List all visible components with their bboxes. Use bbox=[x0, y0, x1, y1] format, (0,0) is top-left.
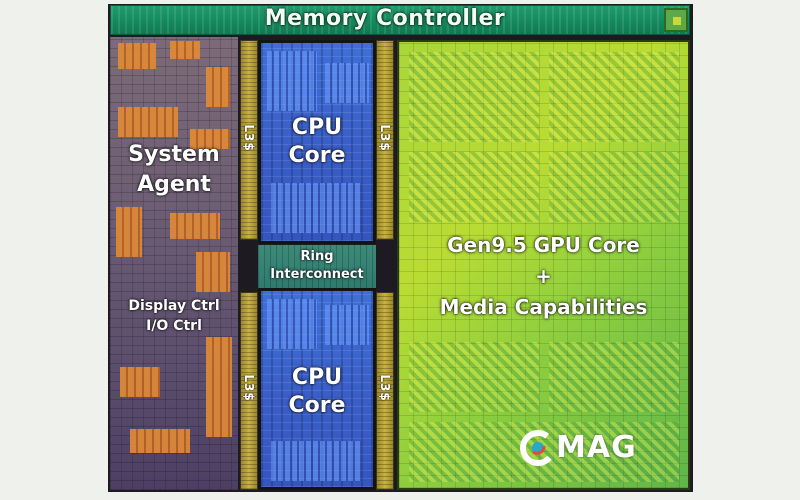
system-agent-circuit bbox=[118, 43, 156, 69]
cpu-core-logic bbox=[271, 441, 361, 481]
watermark-text: MAG bbox=[556, 430, 637, 465]
l3-cache-right-top: L3$ bbox=[376, 40, 394, 240]
system-agent-circuit bbox=[196, 252, 230, 292]
system-agent-label-line2: Agent bbox=[137, 172, 211, 197]
l3-cache-label: L3$ bbox=[242, 124, 256, 152]
cpu-core-label-line2: Core bbox=[288, 393, 346, 418]
gpu-label-line2: + bbox=[535, 264, 552, 288]
gpu-label-line1: Gen9.5 GPU Core bbox=[447, 233, 640, 257]
ring-label-line2: Interconnect bbox=[270, 267, 364, 282]
system-agent-circuit bbox=[190, 129, 230, 149]
cpu-core-bottom-block bbox=[258, 288, 376, 490]
memory-controller-label: Memory Controller bbox=[264, 6, 506, 31]
display-io-label: Display Ctrl I/O Ctrl bbox=[110, 296, 238, 336]
cpu-core-logic bbox=[267, 51, 317, 111]
system-agent-circuit bbox=[116, 207, 142, 257]
gpu-execution-slice bbox=[409, 52, 539, 142]
cpu-core-top-block bbox=[258, 40, 376, 244]
l3-cache-left-top: L3$ bbox=[240, 40, 258, 240]
gpu-execution-slice bbox=[409, 342, 539, 412]
watermark-c-icon bbox=[520, 430, 556, 466]
gpu-label-line3: Media Capabilities bbox=[439, 295, 648, 319]
cpu-core-bottom-label: CPU Core bbox=[258, 364, 376, 420]
ring-label-line1: Ring bbox=[300, 249, 334, 264]
system-agent-circuit bbox=[170, 41, 200, 59]
ring-interconnect-label: Ring Interconnect bbox=[258, 248, 376, 284]
gpu-execution-slice bbox=[549, 342, 679, 412]
cpu-core-logic bbox=[325, 63, 369, 103]
cpu-core-logic bbox=[325, 305, 369, 345]
gpu-execution-slice bbox=[549, 152, 679, 222]
cpu-core-label-line2: Core bbox=[288, 143, 346, 168]
system-agent-label-line1: System bbox=[128, 142, 220, 167]
gpu-block bbox=[397, 40, 690, 490]
system-agent-circuit bbox=[170, 213, 220, 239]
system-agent-circuit bbox=[130, 429, 190, 453]
l3-cache-right-bottom: L3$ bbox=[376, 292, 394, 490]
watermark-logo: MAG bbox=[520, 428, 660, 468]
system-agent-circuit bbox=[206, 67, 230, 107]
system-agent-circuit bbox=[120, 367, 160, 397]
cpu-core-label-line1: CPU bbox=[291, 365, 343, 390]
cpu-core-label-line1: CPU bbox=[291, 115, 343, 140]
l3-cache-left-bottom: L3$ bbox=[240, 292, 258, 490]
io-ctrl-label: I/O Ctrl bbox=[146, 318, 202, 334]
display-ctrl-label: Display Ctrl bbox=[128, 298, 220, 314]
cpu-core-logic bbox=[267, 299, 317, 349]
cpu-core-logic bbox=[271, 183, 361, 233]
ring-interconnect-block bbox=[258, 245, 376, 289]
l3-cache-label: L3$ bbox=[378, 374, 392, 402]
system-agent-label: System Agent bbox=[110, 140, 238, 200]
memory-controller-block bbox=[110, 5, 690, 35]
gpu-execution-slice bbox=[549, 52, 679, 142]
system-agent-circuit bbox=[118, 107, 178, 137]
memory-controller-corner-pad bbox=[664, 8, 688, 32]
gpu-label: Gen9.5 GPU Core + Media Capabilities bbox=[397, 230, 690, 323]
system-agent-circuit bbox=[206, 337, 232, 437]
gpu-execution-slice bbox=[409, 152, 539, 222]
l3-cache-label: L3$ bbox=[378, 124, 392, 152]
cpu-core-top-label: CPU Core bbox=[258, 114, 376, 170]
system-agent-block bbox=[110, 37, 238, 490]
l3-cache-label: L3$ bbox=[242, 374, 256, 402]
